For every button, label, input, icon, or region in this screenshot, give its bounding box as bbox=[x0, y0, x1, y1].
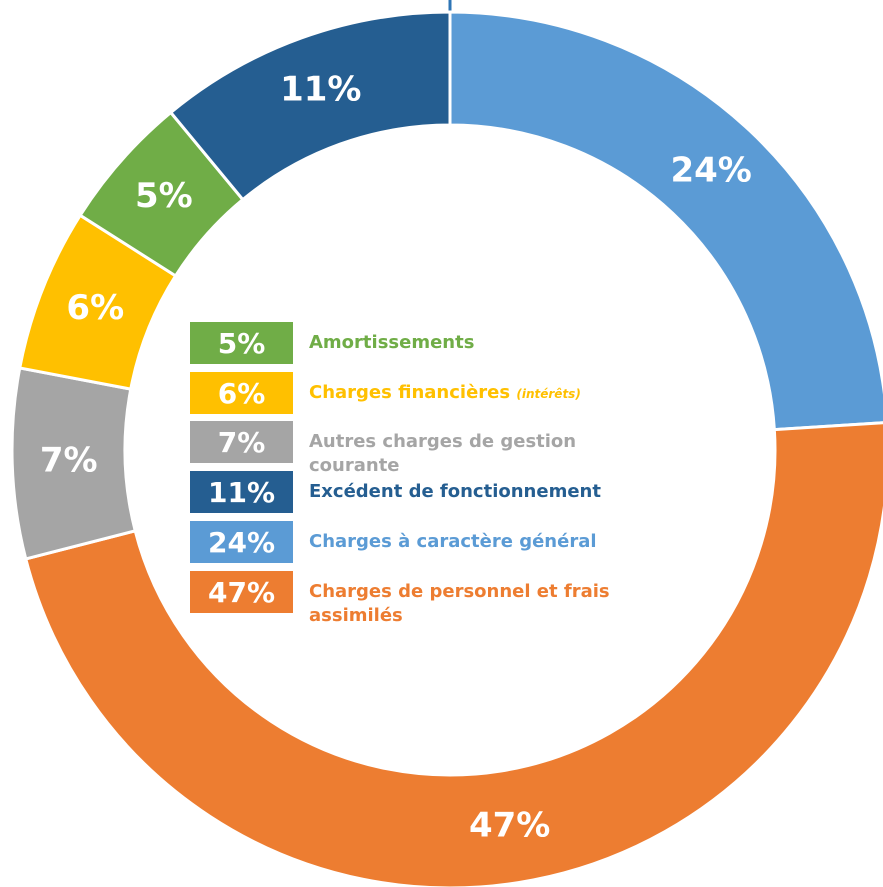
segment-label: 7% bbox=[40, 440, 98, 480]
donut-segment bbox=[168, 10, 452, 202]
segment-label: 47% bbox=[469, 805, 550, 845]
legend-item: 6% Charges financières (intérêts) bbox=[190, 372, 669, 414]
segment-label: 5% bbox=[135, 176, 193, 216]
legend-note: (intérêts) bbox=[516, 387, 581, 401]
legend-swatch: 6% bbox=[190, 372, 293, 414]
legend-swatch: 24% bbox=[190, 521, 293, 563]
legend-text: Charges à caractère général bbox=[309, 531, 597, 552]
legend-label: Charges à caractère général bbox=[309, 521, 669, 554]
legend-text: Excédent de fonctionnement bbox=[309, 481, 601, 502]
legend-swatch: 7% bbox=[190, 421, 293, 463]
legend-item: 24% Charges à caractère général bbox=[190, 521, 669, 563]
legend-item: 7% Autres charges de gestion courante bbox=[190, 421, 669, 478]
legend-text: Amortissements bbox=[309, 332, 475, 353]
donut-segment bbox=[448, 10, 883, 432]
segment-label: 11% bbox=[280, 70, 361, 110]
segment-label: 6% bbox=[66, 288, 124, 328]
legend-label: Charges de personnel et frais assimilés bbox=[309, 571, 639, 628]
legend-label: Charges financières (intérêts) bbox=[309, 372, 669, 406]
legend-text: Charges financières bbox=[309, 382, 511, 403]
legend-item: 5% Amortissements bbox=[190, 322, 669, 364]
legend-item: 11% Excédent de fonctionnement bbox=[190, 471, 669, 513]
segment-label: 24% bbox=[670, 150, 751, 190]
donut-segment bbox=[23, 421, 883, 887]
legend-swatch: 5% bbox=[190, 322, 293, 364]
legend-text: Autres charges de gestion courante bbox=[309, 431, 577, 476]
legend-swatch: 47% bbox=[190, 571, 293, 613]
legend-label: Autres charges de gestion courante bbox=[309, 421, 669, 478]
legend-label: Amortissements bbox=[309, 322, 669, 355]
legend-item: 47% Charges de personnel et frais assimil… bbox=[190, 571, 639, 628]
legend-text: Charges de personnel et frais assimilés bbox=[309, 581, 610, 626]
legend-label: Excédent de fonctionnement bbox=[309, 471, 669, 504]
legend-swatch: 11% bbox=[190, 471, 293, 513]
